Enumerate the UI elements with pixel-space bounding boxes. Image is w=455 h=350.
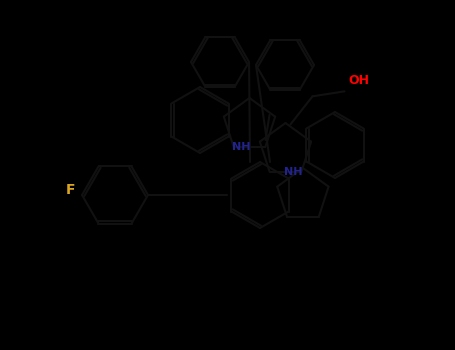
Text: NH: NH (284, 167, 303, 177)
Text: OH: OH (349, 74, 369, 88)
Text: F: F (66, 183, 75, 197)
Text: NH: NH (232, 142, 251, 152)
